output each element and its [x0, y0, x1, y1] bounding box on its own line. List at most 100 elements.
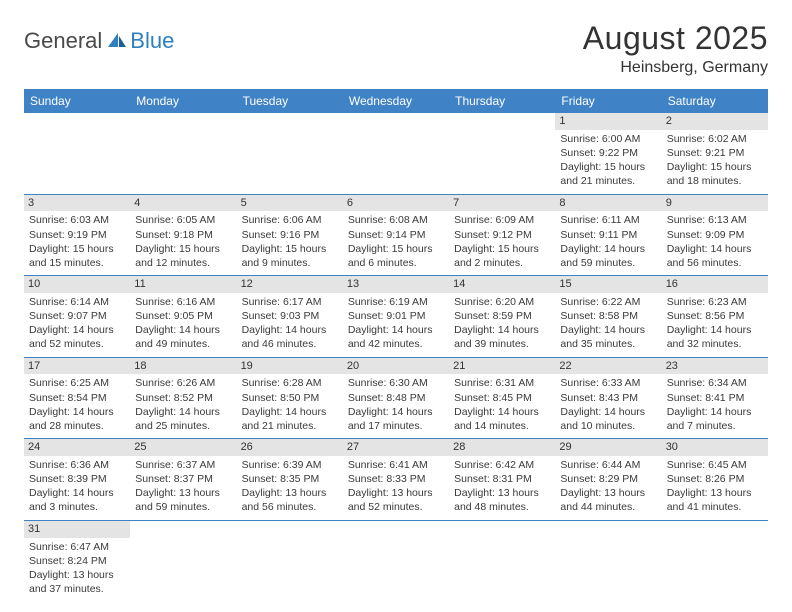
day-number: 26 — [237, 439, 343, 456]
sunrise-line: Sunrise: 6:25 AM — [29, 376, 125, 390]
daylight-line: Daylight: 13 hours — [667, 486, 763, 500]
calendar-day: 26 Sunrise: 6:39 AMSunset: 8:35 PMDayligh… — [237, 439, 343, 521]
page-header: General Blue August 2025 Heinsberg, Germ… — [24, 20, 768, 77]
daylight-line: Daylight: 14 hours — [454, 323, 550, 337]
daylight-line: Daylight: 14 hours — [667, 242, 763, 256]
weekday-header-row: SundayMondayTuesdayWednesdayThursdayFrid… — [24, 89, 768, 113]
calendar-day: 29Sunrise: 6:44 AMSunset: 8:29 PMDayligh… — [555, 439, 661, 521]
sunset-line: Sunset: 9:11 PM — [560, 228, 656, 242]
day-number: 5 — [237, 195, 343, 212]
daylight-line: Daylight: 14 hours — [667, 405, 763, 419]
daylight-line: Daylight: 13 hours — [135, 486, 231, 500]
calendar-day: 3Sunrise: 6:03 AMSunset: 9:19 PMDaylight… — [24, 194, 130, 276]
calendar-day: 5Sunrise: 6:06 AMSunset: 9:16 PMDaylight… — [237, 194, 343, 276]
sunrise-line: Sunrise: 6:39 AM — [242, 458, 338, 472]
sunrise-line: Sunrise: 6:23 AM — [667, 295, 763, 309]
calendar-day: 22Sunrise: 6:33 AMSunset: 8:43 PMDayligh… — [555, 357, 661, 439]
sunset-line: Sunset: 8:31 PM — [454, 472, 550, 486]
calendar-day: 2Sunrise: 6:02 AMSunset: 9:21 PMDaylight… — [662, 113, 768, 194]
sunrise-line: Sunrise: 6:47 AM — [29, 540, 125, 554]
daylight-line: and 44 minutes. — [560, 500, 656, 514]
calendar-day-empty — [449, 520, 555, 601]
day-number: 19 — [237, 358, 343, 375]
weekday-header: Tuesday — [237, 89, 343, 113]
daylight-line: and 14 minutes. — [454, 419, 550, 433]
daylight-line: and 21 minutes. — [242, 419, 338, 433]
month-title: August 2025 — [583, 20, 768, 57]
day-number: 7 — [449, 195, 555, 212]
daylight-line: Daylight: 15 hours — [560, 160, 656, 174]
sunrise-line: Sunrise: 6:16 AM — [135, 295, 231, 309]
sunset-line: Sunset: 8:39 PM — [29, 472, 125, 486]
sunset-line: Sunset: 8:41 PM — [667, 391, 763, 405]
calendar-day-empty — [555, 520, 661, 601]
calendar-day: 24Sunrise: 6:36 AMSunset: 8:39 PMDayligh… — [24, 439, 130, 521]
day-number: 29 — [555, 439, 661, 456]
daylight-line: and 9 minutes. — [242, 256, 338, 270]
sunset-line: Sunset: 8:43 PM — [560, 391, 656, 405]
daylight-line: Daylight: 14 hours — [29, 486, 125, 500]
calendar-day: 27Sunrise: 6:41 AMSunset: 8:33 PMDayligh… — [343, 439, 449, 521]
calendar-day: 9Sunrise: 6:13 AMSunset: 9:09 PMDaylight… — [662, 194, 768, 276]
weekday-header: Wednesday — [343, 89, 449, 113]
daylight-line: Daylight: 14 hours — [667, 323, 763, 337]
daylight-line: and 56 minutes. — [242, 500, 338, 514]
daylight-line: and 46 minutes. — [242, 337, 338, 351]
calendar-day: 13Sunrise: 6:19 AMSunset: 9:01 PMDayligh… — [343, 276, 449, 358]
calendar-day: 1Sunrise: 6:00 AMSunset: 9:22 PMDaylight… — [555, 113, 661, 194]
daylight-line: and 59 minutes. — [135, 500, 231, 514]
daylight-line: Daylight: 13 hours — [29, 568, 125, 582]
daylight-line: and 48 minutes. — [454, 500, 550, 514]
sunrise-line: Sunrise: 6:03 AM — [29, 213, 125, 227]
day-number: 30 — [662, 439, 768, 456]
sunrise-line: Sunrise: 6:09 AM — [454, 213, 550, 227]
weekday-header: Friday — [555, 89, 661, 113]
day-number: 15 — [555, 276, 661, 293]
sunset-line: Sunset: 8:58 PM — [560, 309, 656, 323]
sunrise-line: Sunrise: 6:31 AM — [454, 376, 550, 390]
daylight-line: Daylight: 13 hours — [242, 486, 338, 500]
daylight-line: and 56 minutes. — [667, 256, 763, 270]
calendar-week: 24Sunrise: 6:36 AMSunset: 8:39 PMDayligh… — [24, 439, 768, 521]
daylight-line: and 35 minutes. — [560, 337, 656, 351]
daylight-line: Daylight: 14 hours — [135, 323, 231, 337]
daylight-line: and 7 minutes. — [667, 419, 763, 433]
calendar-week: 17Sunrise: 6:25 AMSunset: 8:54 PMDayligh… — [24, 357, 768, 439]
daylight-line: Daylight: 15 hours — [348, 242, 444, 256]
calendar-day-empty — [130, 520, 236, 601]
daylight-line: Daylight: 14 hours — [135, 405, 231, 419]
calendar-day: 7Sunrise: 6:09 AMSunset: 9:12 PMDaylight… — [449, 194, 555, 276]
daylight-line: Daylight: 13 hours — [454, 486, 550, 500]
sunset-line: Sunset: 9:05 PM — [135, 309, 231, 323]
day-number: 25 — [130, 439, 236, 456]
calendar-day-empty — [343, 113, 449, 194]
calendar-day: 12Sunrise: 6:17 AMSunset: 9:03 PMDayligh… — [237, 276, 343, 358]
weekday-header: Sunday — [24, 89, 130, 113]
sunrise-line: Sunrise: 6:45 AM — [667, 458, 763, 472]
sunset-line: Sunset: 9:18 PM — [135, 228, 231, 242]
calendar-day: 28Sunrise: 6:42 AMSunset: 8:31 PMDayligh… — [449, 439, 555, 521]
calendar-week: 31Sunrise: 6:47 AMSunset: 8:24 PMDayligh… — [24, 520, 768, 601]
logo-text-general: General — [24, 28, 102, 54]
day-number: 18 — [130, 358, 236, 375]
sunset-line: Sunset: 8:54 PM — [29, 391, 125, 405]
sunset-line: Sunset: 8:37 PM — [135, 472, 231, 486]
calendar-day: 17Sunrise: 6:25 AMSunset: 8:54 PMDayligh… — [24, 357, 130, 439]
daylight-line: and 52 minutes. — [29, 337, 125, 351]
daylight-line: Daylight: 13 hours — [560, 486, 656, 500]
calendar-week: 10Sunrise: 6:14 AMSunset: 9:07 PMDayligh… — [24, 276, 768, 358]
weekday-header: Thursday — [449, 89, 555, 113]
sunrise-line: Sunrise: 6:34 AM — [667, 376, 763, 390]
sunset-line: Sunset: 8:35 PM — [242, 472, 338, 486]
sunrise-line: Sunrise: 6:36 AM — [29, 458, 125, 472]
daylight-line: and 59 minutes. — [560, 256, 656, 270]
sunset-line: Sunset: 8:24 PM — [29, 554, 125, 568]
weekday-header: Saturday — [662, 89, 768, 113]
daylight-line: Daylight: 15 hours — [29, 242, 125, 256]
sunset-line: Sunset: 9:07 PM — [29, 309, 125, 323]
daylight-line: Daylight: 15 hours — [454, 242, 550, 256]
daylight-line: and 37 minutes. — [29, 582, 125, 596]
day-number: 1 — [555, 113, 661, 130]
daylight-line: and 21 minutes. — [560, 174, 656, 188]
sunrise-line: Sunrise: 6:00 AM — [560, 132, 656, 146]
